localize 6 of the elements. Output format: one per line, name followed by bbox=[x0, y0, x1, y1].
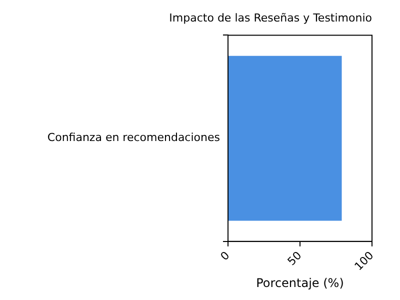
x-axis-title: Porcentaje (%) bbox=[256, 276, 344, 290]
y-tick-label: Confianza en recomendaciones bbox=[47, 131, 220, 144]
chart-title: Impacto de las Reseñas y Testimonio bbox=[169, 11, 372, 24]
x-tick-label: 50 bbox=[285, 249, 304, 268]
x-tick-label: 0 bbox=[218, 249, 232, 264]
x-tick-label: 100 bbox=[352, 249, 376, 274]
